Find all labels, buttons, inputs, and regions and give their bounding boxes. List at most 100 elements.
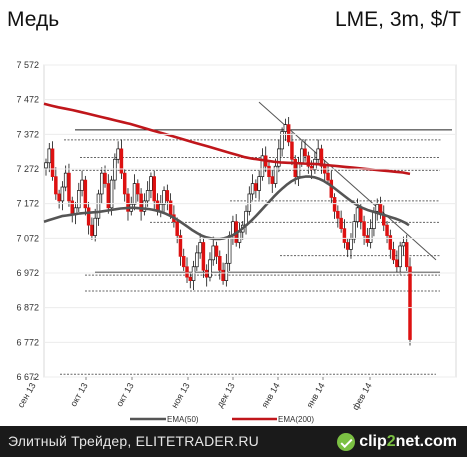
- candle-body: [86, 207, 91, 226]
- candle-body: [149, 176, 153, 191]
- y-tick-label: 7 172: [16, 199, 39, 209]
- candle-body: [322, 165, 327, 174]
- candle-body: [162, 190, 166, 205]
- candle-body: [63, 172, 68, 188]
- candle-body: [175, 221, 179, 236]
- candle-body: [57, 193, 61, 202]
- support-resistance-levels: [60, 101, 452, 375]
- x-tick-label: окт 13: [114, 381, 136, 408]
- candle-body: [277, 148, 281, 167]
- ema-lines: [43, 102, 411, 241]
- candle-body: [309, 165, 314, 171]
- candle-body: [116, 148, 120, 160]
- candle-body: [106, 183, 111, 209]
- candle-body: [385, 224, 389, 236]
- candle-body: [224, 262, 229, 281]
- candle-body: [113, 158, 117, 181]
- candle-body: [404, 242, 409, 268]
- candle-body: [50, 148, 55, 177]
- candle-body: [168, 200, 173, 216]
- logo-text: clip2net.com: [359, 433, 457, 450]
- candle-body: [54, 176, 58, 195]
- candlestick-chart: 7 572 7 472 7 372 7 272 7 172 7 072 6 972 6 872…: [16, 60, 457, 424]
- candle-body: [332, 197, 337, 212]
- x-tick-label: сен 13: [16, 381, 38, 409]
- legend: EMA(50) EMA(200): [130, 415, 314, 424]
- candle-body: [372, 210, 376, 229]
- candle-body: [44, 162, 48, 169]
- candle-body: [191, 266, 196, 281]
- candle-body: [267, 165, 271, 177]
- candle-body: [237, 231, 242, 243]
- candle-body: [283, 124, 288, 132]
- candle-body: [336, 210, 340, 219]
- candle-body: [319, 148, 324, 167]
- candle-body: [103, 172, 107, 184]
- candle-body: [132, 183, 137, 205]
- candle-body: [142, 200, 147, 212]
- candle-body: [181, 256, 186, 268]
- candle-body: [286, 124, 291, 143]
- y-axis: 7 572 7 472 7 372 7 272 7 172 7 072 6 972 6 872…: [16, 60, 456, 382]
- candle-body: [90, 224, 94, 236]
- candle-body: [260, 155, 265, 177]
- x-tick-label: ноя 13: [169, 381, 191, 410]
- legend-ema200-label: EMA(200): [278, 415, 314, 424]
- candle-body: [109, 179, 114, 209]
- candle-body: [178, 235, 183, 257]
- candle-body: [139, 193, 143, 212]
- candle-body: [388, 235, 393, 250]
- candle-body: [80, 179, 84, 191]
- y-tick-label: 7 472: [16, 95, 39, 105]
- candle-body: [257, 176, 261, 191]
- candle-body: [303, 148, 307, 157]
- candle-body: [201, 242, 206, 271]
- candle-body: [349, 238, 353, 250]
- candle-body: [67, 172, 71, 202]
- candle-body: [359, 207, 363, 223]
- candle-body: [47, 148, 52, 164]
- candle-body: [221, 269, 225, 281]
- candle-body: [401, 242, 406, 247]
- chart-subtitle: LME, 3m, $/T: [334, 8, 461, 31]
- y-tick-label: 6 672: [16, 372, 39, 382]
- candle-body: [395, 259, 399, 268]
- candle-body: [342, 228, 347, 243]
- candle-body: [195, 252, 199, 268]
- candle-body: [352, 221, 357, 240]
- x-axis: сен 13 окт 13 окт 13 ноя 13 дек 13 янв 14 янв …: [16, 377, 374, 412]
- candle-body: [280, 131, 284, 150]
- candle-body: [70, 200, 74, 216]
- legend-ema50-label: EMA(50): [167, 415, 199, 424]
- ema200-line: [43, 102, 411, 176]
- candle-body: [339, 217, 343, 229]
- y-tick-label: 7 372: [16, 129, 39, 139]
- x-tick-label: янв 14: [260, 381, 282, 410]
- candle-body: [362, 221, 366, 236]
- candle-body: [165, 190, 170, 202]
- candle-body: [136, 183, 140, 195]
- y-tick-label: 7 572: [16, 60, 39, 70]
- candle-body: [306, 155, 311, 167]
- candle-body: [122, 172, 127, 195]
- candle-body: [198, 242, 202, 254]
- y-tick-label: 6 972: [16, 268, 39, 278]
- candle-body: [145, 190, 150, 202]
- clip2net-logo: clip2net.com: [337, 431, 457, 453]
- candle-body: [329, 179, 334, 198]
- candle-body: [96, 193, 101, 219]
- candle-body: [365, 235, 370, 243]
- candle-body: [208, 259, 212, 278]
- footer-bar: Элитный Трейдер, ELITETRADER.RU clip2net…: [0, 426, 467, 457]
- y-tick-label: 6 772: [16, 337, 39, 347]
- candle-body: [408, 266, 412, 340]
- candle-body: [326, 172, 330, 181]
- candle-body: [152, 176, 156, 202]
- candle-body: [250, 183, 255, 195]
- y-tick-label: 7 072: [16, 233, 39, 243]
- candle-body: [227, 235, 232, 264]
- candle-body: [204, 269, 209, 278]
- x-tick-label: окт 13: [68, 381, 90, 408]
- candle-body: [355, 207, 360, 223]
- candle-body: [83, 179, 88, 209]
